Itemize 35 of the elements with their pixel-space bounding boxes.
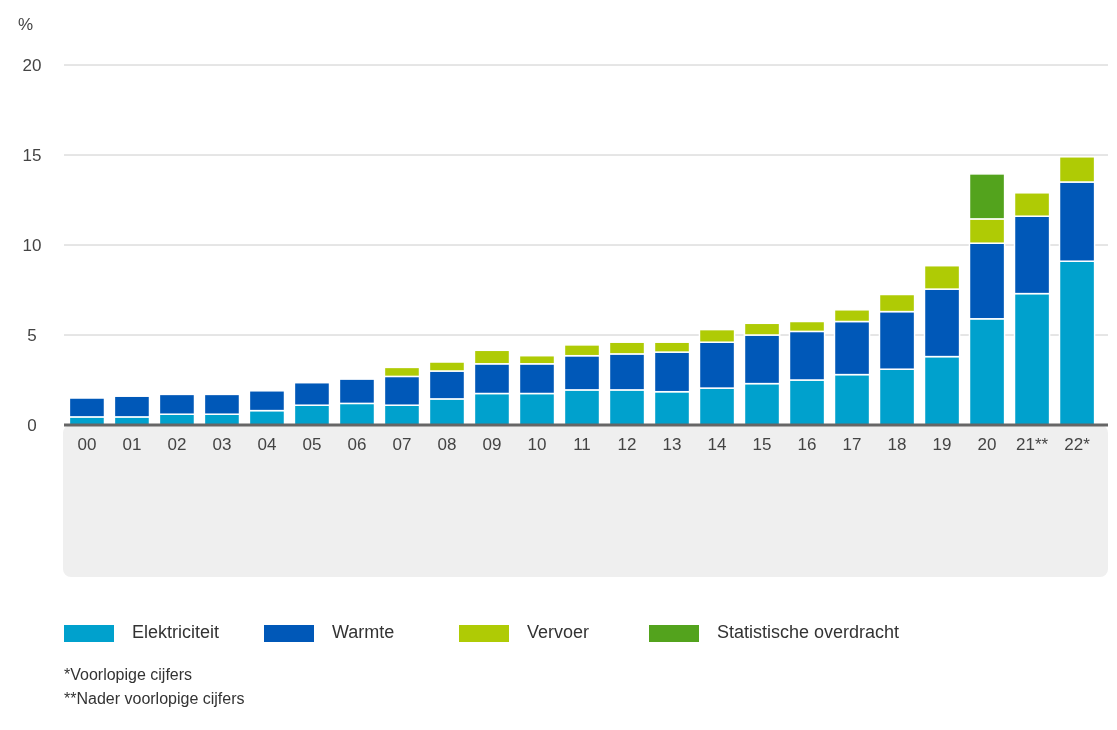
x-tick-label: 00: [77, 435, 97, 454]
x-tick-label: 01: [122, 435, 142, 454]
x-tick-label: 17: [842, 435, 862, 454]
x-tick-label: 07: [392, 435, 412, 454]
y-tick-label: 20: [22, 55, 42, 75]
x-tick-label: 19: [932, 435, 952, 454]
text: *Voorlopige cijfers: [64, 666, 193, 683]
legend-label: Statistische overdracht: [717, 622, 900, 642]
x-tick-label: 11: [573, 435, 591, 454]
x-tick-label: 22*: [1064, 435, 1091, 454]
legend-label: Warmte: [332, 622, 395, 642]
x-tick-label: 08: [437, 435, 457, 454]
legend-label: Vervoer: [527, 622, 590, 642]
y-tick-label: 5: [27, 325, 37, 345]
x-tick-label: 09: [482, 435, 502, 454]
x-tick-label: 20: [977, 435, 997, 454]
legend-label: Elektriciteit: [132, 622, 220, 642]
x-tick-label: 02: [167, 435, 187, 454]
x-tick-label: 04: [257, 435, 277, 454]
x-tick-label: 12: [617, 435, 637, 454]
x-tick-label: 15: [752, 435, 772, 454]
y-tick-label: 15: [22, 145, 42, 165]
x-tick-label: 18: [887, 435, 907, 454]
y-axis-title: %: [18, 15, 34, 34]
x-tick-label: 13: [662, 435, 682, 454]
text: **Nader voorlopige cijfers: [64, 690, 245, 707]
x-tick-label: 10: [527, 435, 547, 454]
x-tick-label: 16: [797, 435, 817, 454]
x-tick-label: 21**: [1015, 435, 1049, 454]
x-tick-label: 05: [302, 435, 322, 454]
y-tick-label: 0: [27, 415, 37, 435]
x-tick-label: 03: [212, 435, 232, 454]
x-tick-label: 14: [707, 435, 727, 454]
x-tick-label: 06: [347, 435, 367, 454]
y-tick-label: 10: [22, 235, 42, 255]
